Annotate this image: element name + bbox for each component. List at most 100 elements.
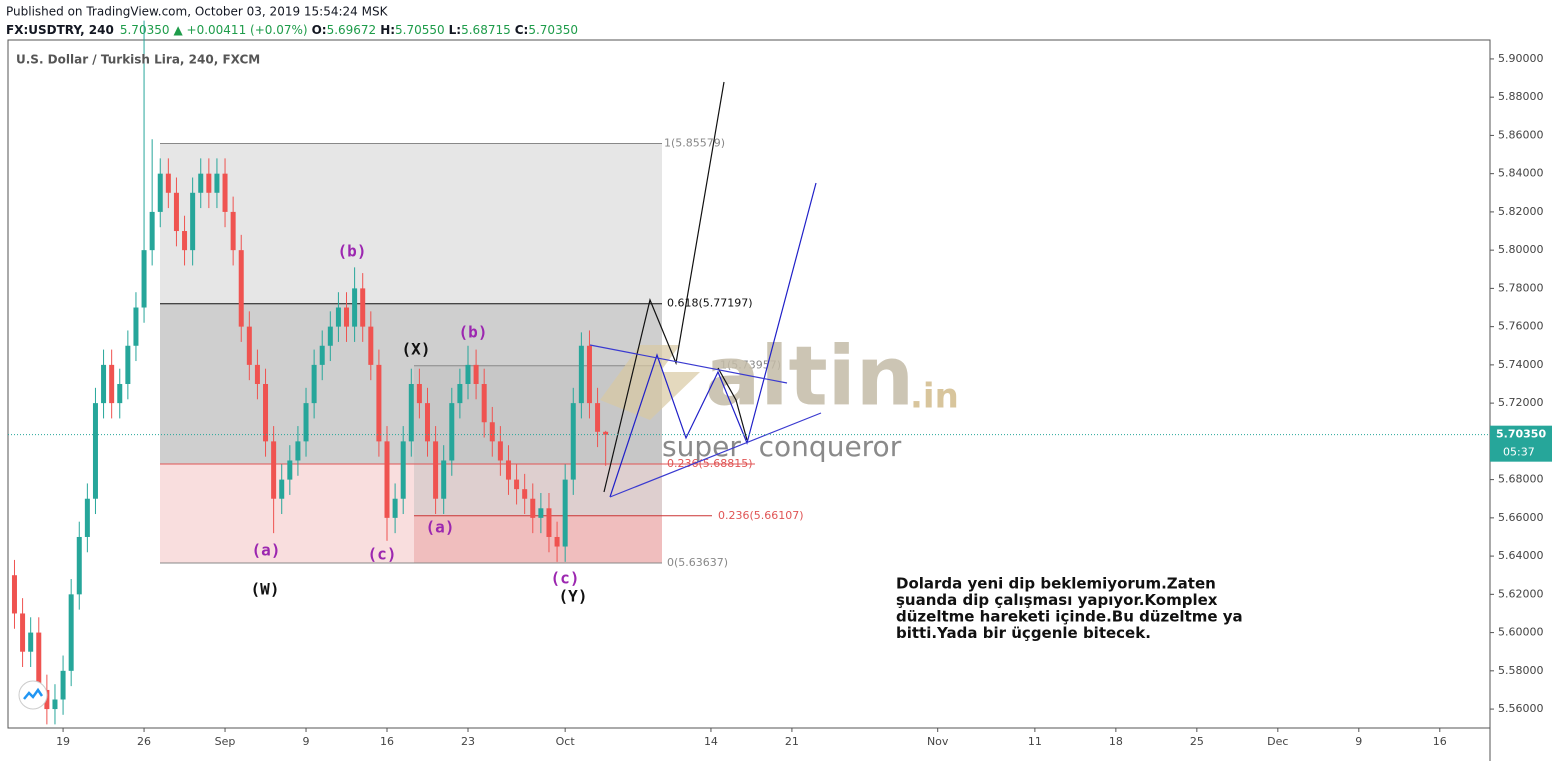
wave-label: (Y) [559, 587, 588, 606]
x-tick-label: Dec [1267, 735, 1288, 748]
x-tick-label: 23 [461, 735, 475, 748]
x-tick-label: 19 [56, 735, 70, 748]
triangle-line [589, 344, 788, 384]
watermark: altin .in super conqueror [600, 329, 959, 463]
black-path [603, 81, 725, 493]
x-tick-label: Nov [927, 735, 949, 748]
candle-body [198, 173, 204, 193]
ohlc-value: 5.70350 [528, 23, 578, 37]
x-tick-label: 16 [1433, 735, 1447, 748]
x-tick-label: 26 [137, 735, 151, 748]
legend-line: FX:USDTRY, 240 5.70350 ▲ +0.00411 (+0.07%)… [6, 23, 578, 37]
candle-body [206, 173, 212, 193]
black-path [717, 367, 748, 441]
candle-body [52, 699, 58, 710]
candle-body [182, 231, 188, 251]
fib-label: 0.236(5.66107) [718, 509, 804, 522]
candle-body [303, 403, 309, 442]
y-tick-label: 5.74000 [1498, 358, 1544, 371]
candle-body [335, 307, 341, 327]
candle-body [441, 460, 447, 499]
candle-body [481, 384, 487, 423]
candle-body [352, 288, 358, 327]
candle-body [254, 364, 260, 384]
candle-body [238, 250, 244, 327]
candle-body [222, 173, 228, 212]
candle-body [368, 326, 374, 365]
candle-body [489, 422, 495, 442]
y-tick-label: 5.66000 [1498, 511, 1544, 524]
note-line: bitti.Yada bir üçgenle bitecek. [896, 624, 1151, 642]
brand: altin [705, 329, 914, 424]
ohlc-key: C: [515, 23, 529, 37]
y-tick-label: 5.58000 [1498, 664, 1544, 677]
x-tick-label: 25 [1190, 735, 1204, 748]
candle-body [117, 384, 123, 404]
candle-body [109, 364, 115, 404]
candle-body [416, 384, 422, 404]
y-tick-label: 5.64000 [1498, 549, 1544, 562]
tagline: super conqueror [662, 430, 902, 463]
candle-body [514, 479, 520, 490]
wave-label: (a) [426, 518, 455, 537]
candle-body [530, 498, 536, 518]
symbol: FX:USDTRY, 240 [6, 23, 114, 37]
last: 5.70350 [120, 23, 170, 37]
candle-body [76, 536, 82, 595]
candle-body [319, 345, 325, 365]
candle-body [457, 384, 463, 404]
candle-body [384, 441, 390, 518]
x-tick-label: 21 [785, 735, 799, 748]
candle-body [149, 211, 155, 251]
candle-body [546, 508, 552, 537]
ohlc-key: L: [449, 23, 461, 37]
x-tick-label: 18 [1109, 735, 1123, 748]
x-tick-label: 9 [1355, 735, 1362, 748]
x-tick-label: Oct [556, 735, 576, 748]
candle-body [554, 536, 560, 547]
candle-body [133, 307, 139, 346]
countdown: 05:37 [1503, 446, 1535, 459]
wave-label: (b) [459, 323, 488, 342]
candle-body [44, 689, 50, 710]
price-tag [1490, 425, 1552, 462]
ohlc-value: 5.68715 [461, 23, 511, 37]
domain: .in [910, 377, 959, 417]
x-tick-label: 14 [704, 735, 718, 748]
annotation: Dolarda yeni dip beklemiyorum.Zatenşuand… [896, 575, 1243, 643]
wave-label: (c) [368, 545, 397, 564]
wave-label: (a) [252, 541, 281, 560]
candle-body [28, 632, 34, 652]
candle-body [279, 479, 285, 499]
x-tick-label: 9 [303, 735, 310, 748]
candle-body [214, 173, 220, 193]
y-tick-label: 5.60000 [1498, 626, 1544, 639]
triangle-line [609, 412, 822, 498]
x-tick-label: 16 [380, 735, 394, 748]
logo-mark [23, 687, 44, 700]
candle-body [11, 575, 17, 614]
wave-labels: (b)(a) (c)(W)(X)(b)(a)(c)(Y) [251, 242, 588, 606]
wave-label: (X) [402, 340, 431, 359]
candle-body [360, 288, 366, 327]
fib-label: 0.236(5.68815) [667, 457, 753, 470]
y-tick-label: 5.72000 [1498, 396, 1544, 409]
candle-body [101, 364, 107, 404]
y-tick-label: 5.56000 [1498, 702, 1544, 715]
ohlc-key: O: [312, 23, 327, 37]
y-tick-label: 5.78000 [1498, 281, 1544, 294]
candle-body [141, 250, 147, 308]
ohlc-value: 5.69672 [327, 23, 377, 37]
blue-path [609, 182, 817, 498]
candle-body [20, 613, 26, 652]
candle-body [586, 345, 592, 404]
candle-body [424, 403, 430, 442]
chart-title: U.S. Dollar / Turkish Lira, 240, FXCM [16, 53, 260, 67]
candles [11, 20, 609, 725]
y-tick-label: 5.76000 [1498, 320, 1544, 333]
candle-body [595, 403, 601, 432]
candle-body [287, 460, 293, 480]
candle-body [408, 384, 414, 442]
note-line: düzeltme hareketi içinde.Bu düzeltme ya [896, 608, 1243, 626]
logo-shape [600, 345, 700, 420]
